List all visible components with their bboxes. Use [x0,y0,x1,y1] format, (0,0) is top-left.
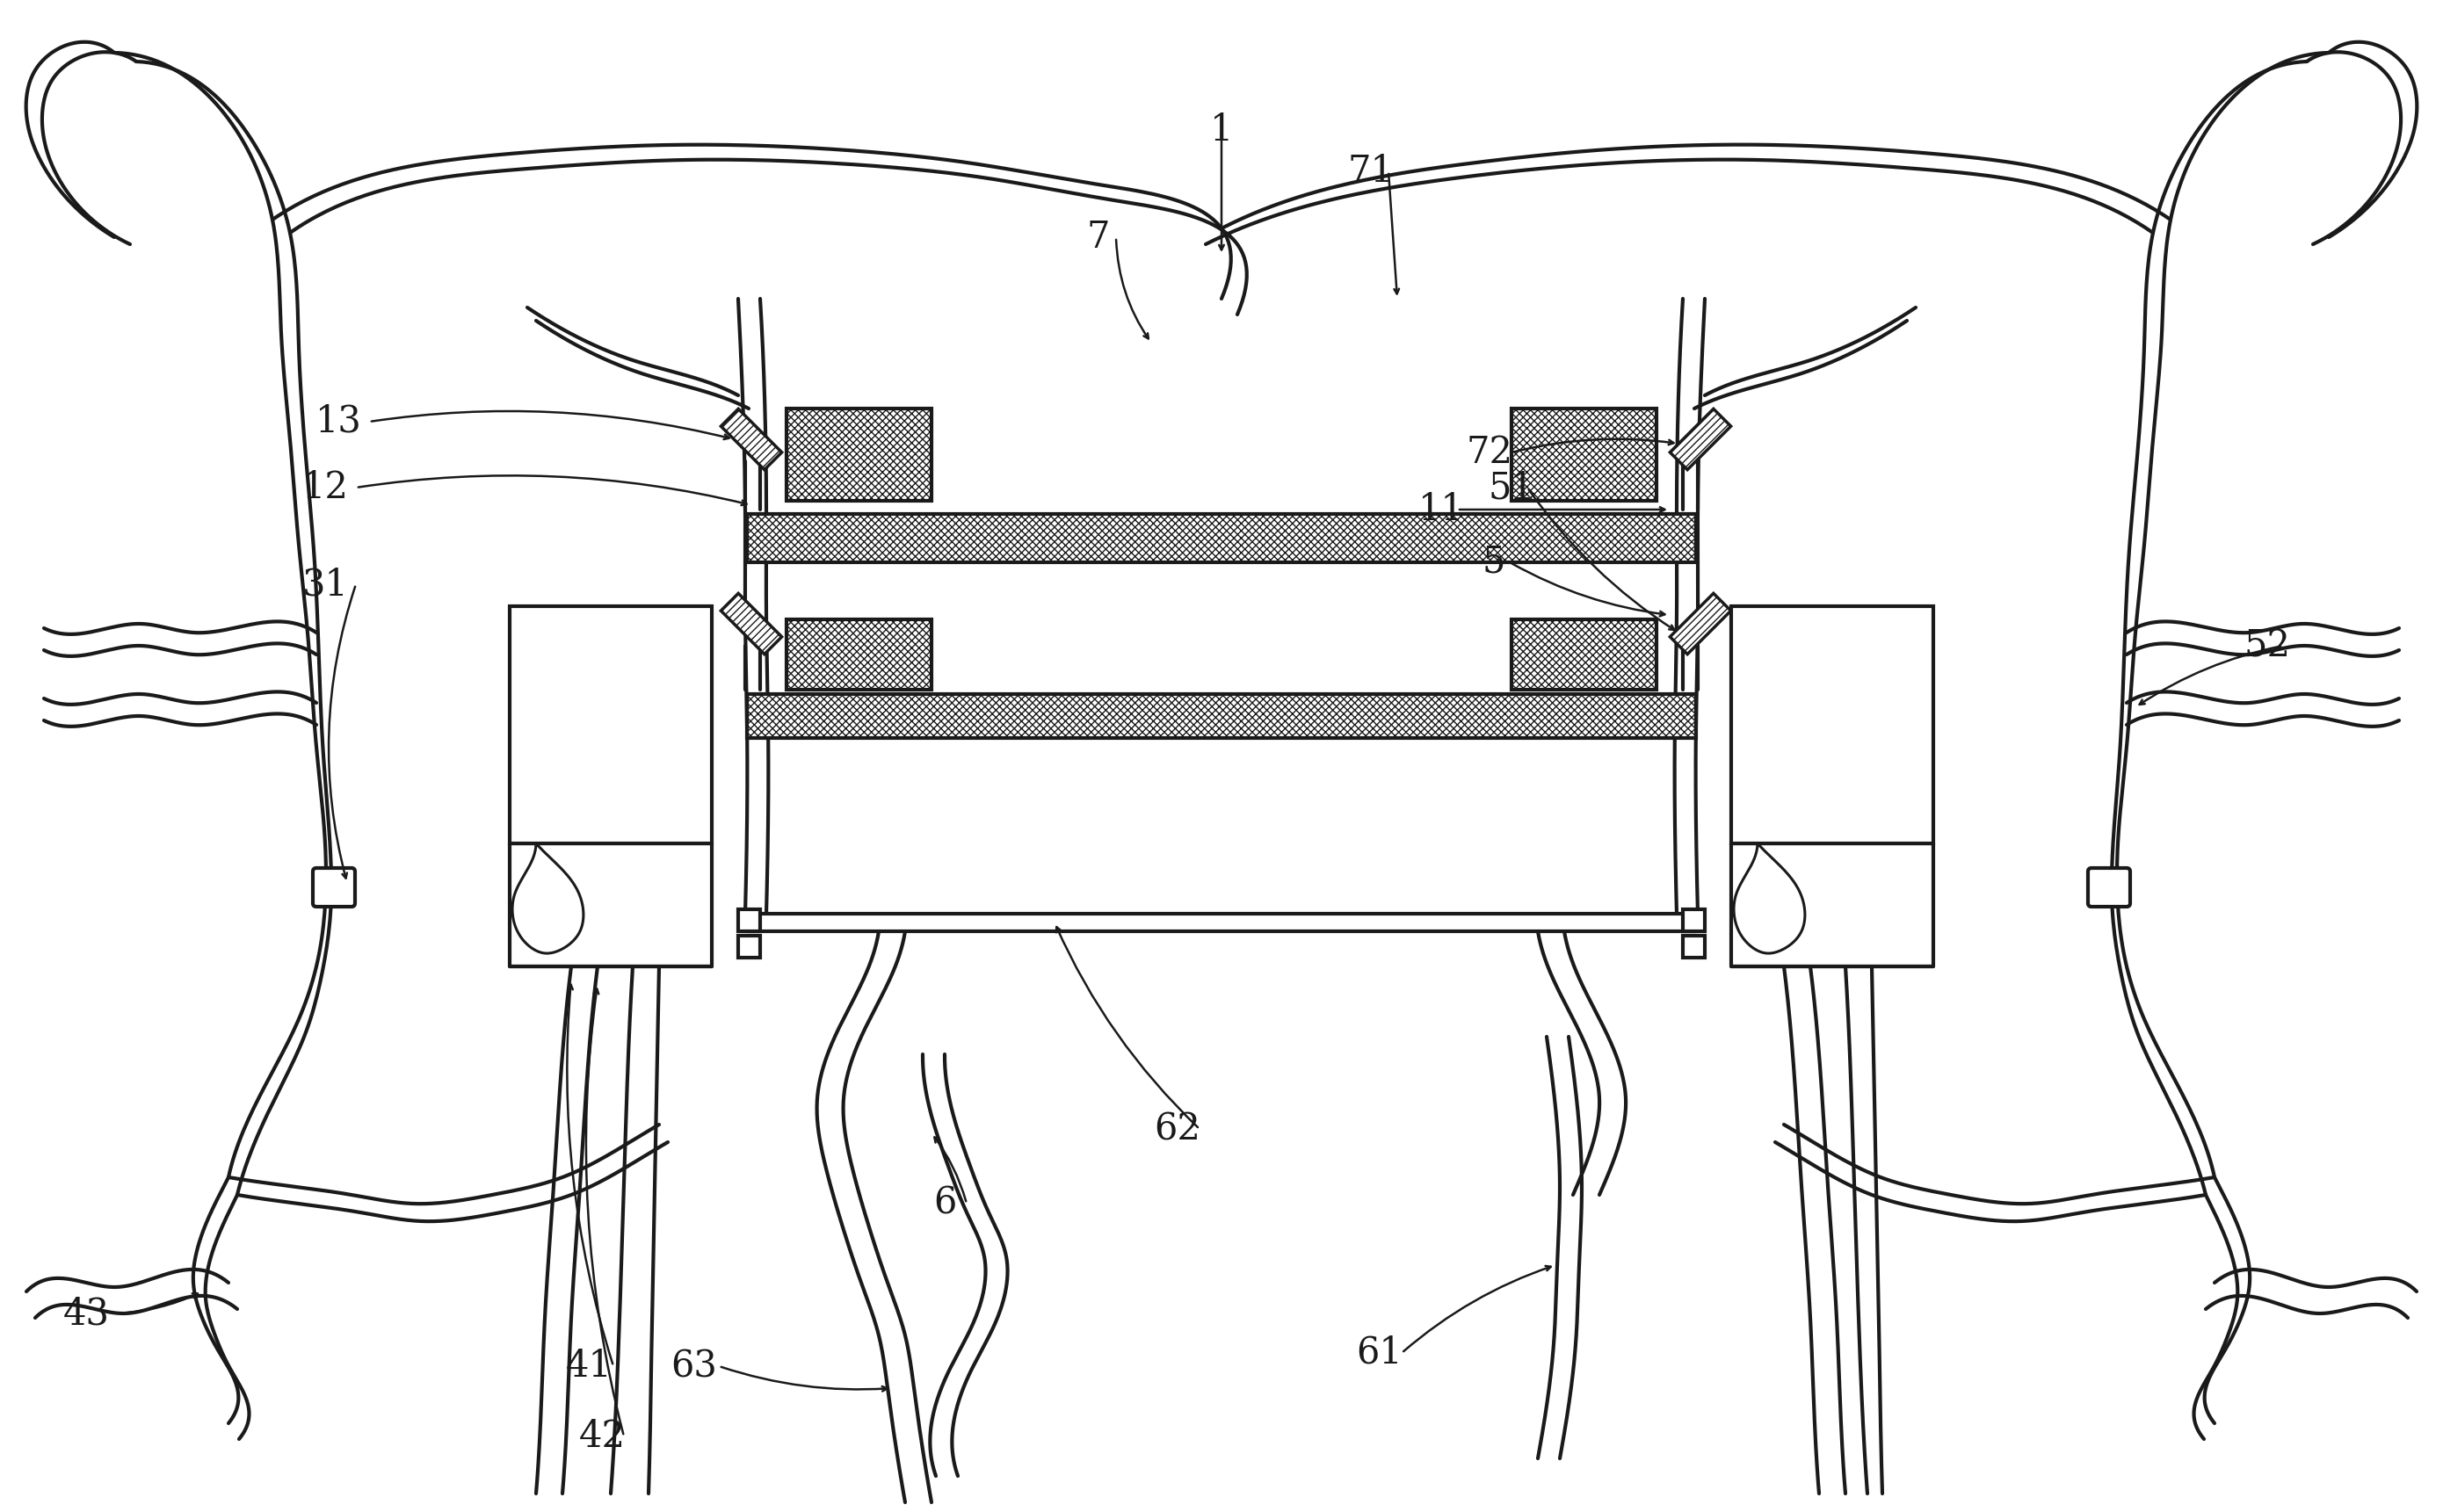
Text: 6: 6 [933,1185,955,1222]
Text: 51: 51 [1488,469,1534,507]
Text: 71: 71 [1349,153,1395,191]
FancyBboxPatch shape [313,868,354,907]
Bar [748,694,1695,738]
Text: 5: 5 [1483,544,1505,581]
Bar [1512,408,1656,500]
Text: 7: 7 [1087,219,1109,256]
Bar [1732,606,1932,844]
Bar [748,514,1695,562]
Bar [787,408,931,500]
Text: 41: 41 [564,1347,613,1385]
Text: 13: 13 [315,404,362,440]
Text: 11: 11 [1417,491,1463,528]
Text: 12: 12 [303,469,349,507]
Bar [738,909,760,931]
Polygon shape [1671,593,1732,655]
Bar [787,620,931,689]
Bar [1683,909,1705,931]
Bar [787,620,931,689]
Bar [1512,408,1656,500]
Text: 62: 62 [1153,1110,1202,1148]
Bar [787,408,931,500]
Text: 1: 1 [1209,112,1234,148]
Bar [1512,620,1656,689]
Polygon shape [721,408,782,470]
Text: 31: 31 [303,565,349,603]
Bar [748,514,1695,562]
Text: 61: 61 [1356,1335,1402,1371]
Bar [748,694,1695,738]
Bar [1683,936,1705,957]
Bar [511,606,711,844]
Bar [738,936,760,957]
Polygon shape [1671,408,1732,470]
Polygon shape [721,593,782,655]
Bar [1512,620,1656,689]
Text: 43: 43 [64,1294,110,1332]
Text: 52: 52 [2245,627,2292,664]
Text: 42: 42 [579,1418,625,1455]
Text: 63: 63 [672,1347,718,1385]
FancyBboxPatch shape [2089,868,2130,907]
Text: 72: 72 [1466,434,1512,470]
